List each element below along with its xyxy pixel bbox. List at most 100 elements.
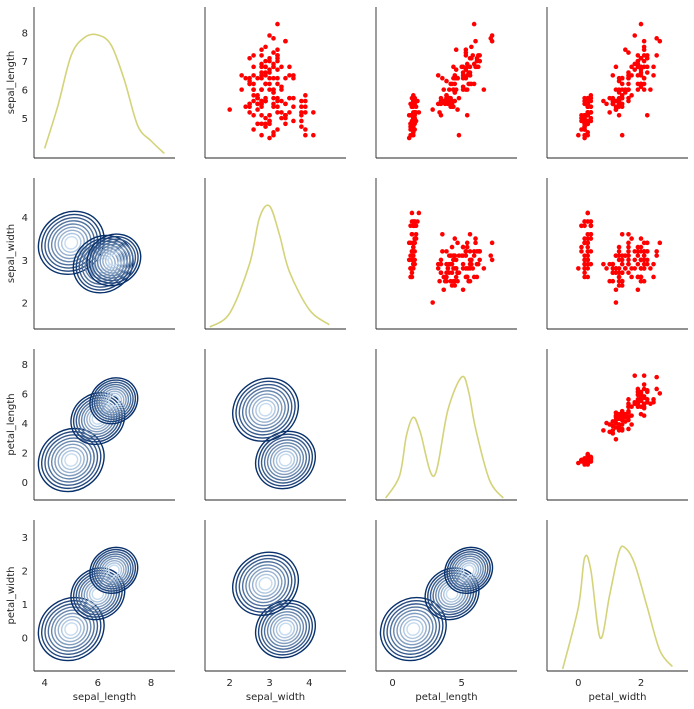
scatter-point — [263, 64, 268, 70]
scatter-point — [440, 232, 445, 237]
kde-contour — [238, 383, 293, 436]
scatter-point — [471, 253, 477, 258]
scatter-point — [263, 58, 268, 64]
scatter-point — [644, 240, 650, 246]
kde-contour — [275, 450, 296, 470]
scatter-point — [613, 287, 619, 293]
scatter-point — [275, 67, 280, 72]
kde-contour — [104, 251, 123, 269]
kde-contour — [78, 399, 118, 438]
scatter-point — [588, 104, 594, 110]
kde-contour — [396, 612, 431, 646]
scatter-point — [616, 278, 622, 284]
scatter-point — [473, 38, 478, 44]
scatter-point — [415, 98, 420, 104]
scatter-point — [623, 414, 628, 420]
scatter-point — [239, 87, 244, 92]
scatter-point — [259, 132, 264, 138]
scatter-point — [452, 278, 458, 284]
kde-contour — [86, 582, 110, 606]
scatter-point — [616, 274, 622, 280]
scatter-point — [464, 112, 470, 118]
kde-contour — [460, 562, 477, 579]
kde-contour — [266, 442, 305, 478]
scatter-point — [463, 249, 469, 254]
scatter-point — [588, 454, 594, 460]
scatter-point — [588, 223, 594, 229]
x-tick-label: 8 — [148, 678, 154, 689]
scatter-point — [582, 270, 587, 275]
scatter-point — [303, 93, 308, 98]
panel-marks — [384, 375, 504, 499]
scatter-point — [471, 21, 477, 27]
y-tick-label: 2 — [22, 449, 28, 460]
kde-contour — [64, 235, 79, 250]
kde-contour — [448, 551, 489, 590]
kde-contour — [446, 548, 491, 592]
scatter-point — [477, 257, 482, 263]
kde-contour — [57, 615, 85, 643]
kde-curve-sepal_length — [43, 33, 165, 155]
kde-contour — [272, 616, 299, 642]
kde-contour — [263, 439, 308, 481]
scatter-point — [616, 411, 622, 417]
kde-contour — [245, 564, 286, 604]
scatter-point — [588, 232, 594, 237]
kde-contour — [260, 436, 311, 484]
scatter-point — [453, 67, 459, 72]
kde-contour — [235, 554, 296, 613]
scatter-point — [616, 87, 622, 92]
scatter-point — [453, 257, 459, 263]
x-tick-label: 0 — [389, 678, 395, 689]
kde-contour — [96, 243, 131, 277]
scatter-point — [473, 240, 478, 246]
panel-marks — [37, 546, 139, 662]
scatter-point — [619, 270, 625, 275]
scatter-point — [469, 44, 474, 50]
scatter-point — [251, 87, 256, 92]
scatter-point — [604, 101, 609, 107]
scatter-point — [629, 236, 634, 241]
scatter-point — [626, 257, 631, 263]
kde-contour — [238, 557, 293, 610]
scatter-point — [471, 61, 477, 67]
kde-contour — [93, 381, 134, 421]
scatter-point — [626, 75, 631, 81]
scatter-point — [629, 422, 634, 427]
panel-petal_width-vs-petal_length: 0 5 petal_length — [375, 520, 517, 703]
kde-contour — [248, 393, 283, 427]
panel-marks — [37, 210, 142, 294]
scatter-point — [641, 405, 647, 411]
scatter-point — [638, 397, 644, 402]
kde-contour — [235, 380, 296, 439]
scatter-point — [287, 64, 292, 70]
scatter-point — [451, 266, 456, 271]
kde-curve-petal_length — [384, 375, 504, 499]
x-tick-label: 0 — [575, 678, 581, 689]
scatter-point — [267, 75, 272, 81]
scatter-point — [460, 64, 466, 70]
scatter-point — [467, 64, 473, 70]
scatter-point — [440, 249, 445, 254]
kde-contour — [88, 235, 139, 284]
scatter-point — [616, 78, 622, 84]
scatter-point — [299, 112, 304, 118]
scatter-point — [632, 373, 638, 378]
scatter-point — [579, 249, 584, 254]
scatter-point — [444, 270, 449, 275]
panel-marks — [43, 33, 165, 155]
scatter-point — [467, 232, 473, 237]
scatter-point — [243, 75, 248, 81]
scatter-point — [657, 391, 663, 396]
scatter-point — [275, 47, 280, 53]
scatter-point — [440, 75, 445, 81]
scatter-point — [585, 253, 591, 258]
panel-marks — [37, 377, 139, 493]
scatter-point — [641, 253, 647, 258]
scatter-point — [255, 107, 260, 112]
y-axis-label-petal_width: petal_width — [6, 567, 17, 625]
scatter-point — [619, 417, 625, 423]
kde-contour — [93, 551, 134, 590]
scatter-point — [263, 124, 268, 129]
